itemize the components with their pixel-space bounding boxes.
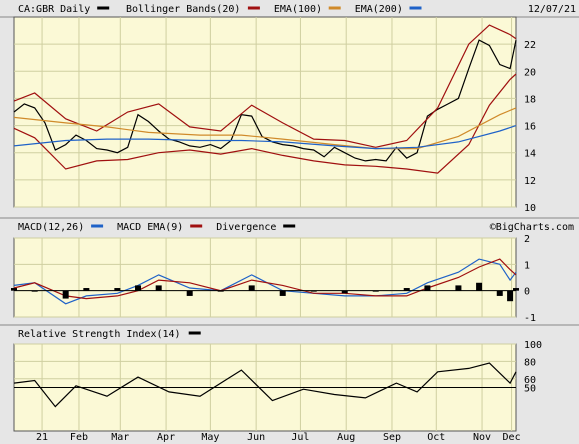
- macd-divergence-bar: [310, 290, 317, 292]
- price-plot-area: [13, 16, 517, 208]
- watermark: ©BigCharts.com: [490, 222, 574, 233]
- rsi-legend-label-0: Relative Strength Index(14): [18, 329, 181, 340]
- macd-divergence-bar: [217, 290, 224, 292]
- price-ytick-label: 14: [524, 149, 536, 160]
- macd-divergence-bar: [135, 285, 142, 291]
- macd-series-macd-ema-9-: [13, 258, 517, 300]
- macd-divergence-bar: [341, 290, 348, 294]
- macd-divergence-bar: [513, 288, 519, 291]
- macd-divergence-bar: [83, 288, 90, 291]
- price-ytick-label: 20: [524, 67, 536, 78]
- x-tick-label-dec: Dec: [503, 432, 521, 443]
- x-tick-label-21: 21: [36, 432, 48, 443]
- price-ytick-label: 10: [524, 203, 536, 214]
- x-tick-label-jun: Jun: [247, 432, 265, 443]
- macd-divergence-bar: [11, 288, 17, 291]
- header-band: [0, 0, 579, 17]
- price-ytick-label: 22: [524, 40, 536, 51]
- chart-date: 12/07/21: [528, 4, 576, 15]
- price-ytick-label: 12: [524, 176, 536, 187]
- macd-divergence-bar: [507, 290, 514, 302]
- macd-divergence-bar: [114, 288, 121, 291]
- macd-legend-label-0: MACD(12,26): [18, 222, 84, 233]
- macd-divergence-bar: [186, 290, 193, 296]
- macd-divergence-bar: [248, 285, 255, 291]
- price-ytick-label: 18: [524, 94, 536, 105]
- macd-divergence-bar: [31, 290, 38, 292]
- price-series-ema-200-: [13, 125, 517, 150]
- rsi-ytick-label: 50: [524, 384, 536, 395]
- macd-ytick-label: 2: [524, 234, 530, 245]
- macd-ytick-label: 0: [524, 287, 530, 298]
- x-tick-label-nov: Nov: [473, 432, 491, 443]
- price-series-bollinger-upper: [13, 24, 517, 148]
- rsi-ytick-label: 100: [524, 340, 542, 351]
- macd-legend-band: [0, 218, 579, 238]
- x-tick-label-oct: Oct: [427, 432, 445, 443]
- x-tick-label-may: May: [201, 432, 219, 443]
- macd-legend-label-1: MACD EMA(9): [117, 222, 183, 233]
- price-ytick-label: 16: [524, 122, 536, 133]
- rsi-ytick-label: 80: [524, 357, 536, 368]
- price-series-bollinger-lower: [13, 73, 517, 174]
- macd-divergence-bar: [424, 285, 431, 291]
- x-tick-label-jul: Jul: [291, 432, 309, 443]
- price-overlay-legend-label-0: Bollinger Bands(20): [126, 4, 240, 15]
- x-tick-label-apr: Apr: [157, 432, 175, 443]
- rsi-ytick-label: 60: [524, 375, 536, 386]
- rsi-legend-band: [0, 325, 579, 344]
- price-series-ema-100-: [13, 107, 517, 150]
- price-legend-label-0: CA:GBR Daily: [18, 4, 90, 15]
- price-overlay-legend-label-1: EMA(100): [274, 4, 322, 15]
- price-overlay-legend-label-2: EMA(200): [355, 4, 403, 15]
- macd-ytick-label: -1: [524, 313, 536, 324]
- x-tick-label-aug: Aug: [337, 432, 355, 443]
- x-tick-label-feb: Feb: [70, 432, 88, 443]
- macd-divergence-bar: [403, 288, 410, 291]
- macd-ytick-label: 1: [524, 260, 530, 271]
- macd-divergence-bar: [62, 290, 69, 299]
- macd-divergence-bar: [279, 290, 286, 296]
- macd-divergence-bar: [476, 282, 483, 291]
- x-tick-label-mar: Mar: [111, 432, 129, 443]
- x-tick-label-sep: Sep: [383, 432, 401, 443]
- macd-divergence-bar: [455, 285, 462, 291]
- macd-divergence-bar: [372, 290, 379, 292]
- macd-plot-area: [13, 237, 517, 318]
- macd-divergence-bar: [155, 285, 162, 291]
- macd-divergence-bar: [496, 290, 503, 296]
- macd-legend-label-2: Divergence: [216, 222, 276, 233]
